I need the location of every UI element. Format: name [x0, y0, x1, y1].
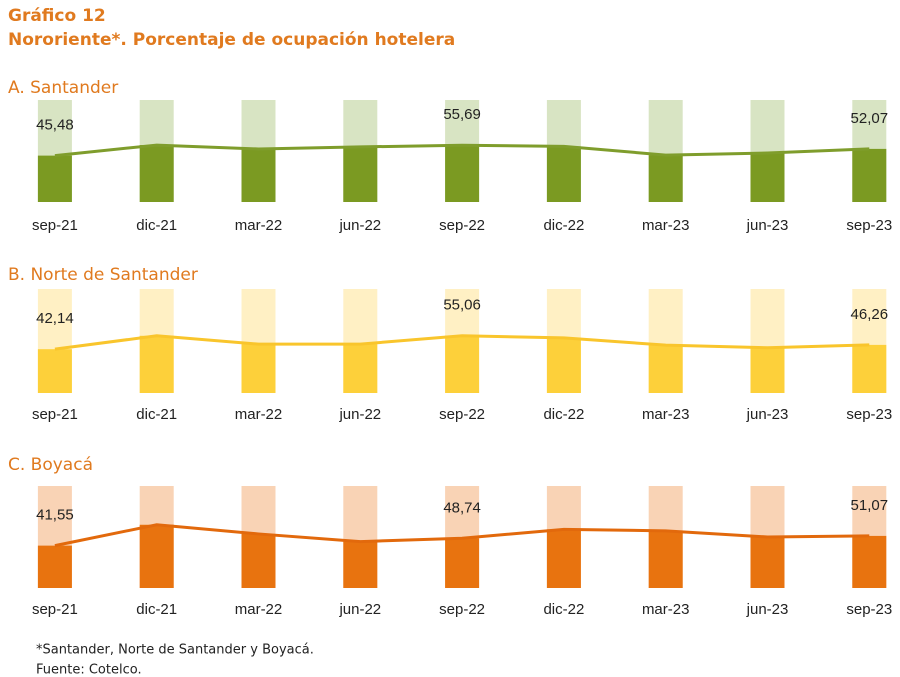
bar	[750, 153, 785, 202]
bar	[343, 146, 378, 202]
x-tick-label: jun-22	[338, 217, 381, 234]
bar	[343, 541, 378, 588]
x-tick-label: mar-23	[642, 406, 690, 423]
x-tick-label: jun-22	[338, 406, 381, 423]
note: Fuente: Cotelco.	[36, 663, 142, 677]
x-tick-label: sep-23	[846, 601, 892, 618]
data-label: 42,14	[36, 310, 74, 327]
bar	[37, 155, 72, 202]
bar	[852, 535, 887, 588]
x-tick-label: dic-21	[136, 601, 177, 618]
panel-title: A. Santander	[8, 78, 118, 98]
x-tick-label: sep-21	[32, 601, 78, 618]
x-tick-label: dic-22	[543, 406, 584, 423]
bar	[546, 529, 581, 588]
bar	[37, 545, 72, 588]
x-tick-label: dic-22	[543, 601, 584, 618]
bar	[241, 344, 276, 393]
bar	[37, 349, 72, 393]
x-tick-label: sep-23	[846, 217, 892, 234]
line	[54, 334, 870, 351]
x-tick-label: dic-22	[543, 217, 584, 234]
bar	[241, 148, 276, 202]
bar	[648, 155, 683, 202]
x-tick-label: jun-23	[746, 406, 789, 423]
x-tick-label: mar-23	[642, 601, 690, 618]
bar	[241, 533, 276, 588]
data-label: 51,07	[851, 497, 889, 514]
x-tick-label: jun-23	[746, 217, 789, 234]
bar	[750, 347, 785, 393]
bar	[852, 148, 887, 202]
x-tick-label: jun-23	[746, 601, 789, 618]
data-label: 48,74	[443, 499, 481, 516]
x-tick-label: mar-22	[235, 601, 283, 618]
bar	[445, 538, 480, 588]
data-label: 52,07	[851, 110, 889, 127]
data-label: 46,26	[851, 306, 889, 323]
line	[54, 143, 870, 158]
x-tick-label: sep-21	[32, 217, 78, 234]
x-tick-label: sep-22	[439, 601, 485, 618]
x-tick-label: jun-22	[338, 601, 381, 618]
x-tick-label: sep-21	[32, 406, 78, 423]
bar	[648, 530, 683, 588]
bar	[648, 345, 683, 393]
note: *Santander, Norte de Santander y Boyacá.	[36, 643, 314, 658]
x-tick-label: mar-23	[642, 217, 690, 234]
bar	[445, 335, 480, 393]
x-tick-label: sep-22	[439, 217, 485, 234]
data-label: 41,55	[36, 507, 74, 524]
bar	[546, 337, 581, 393]
line	[54, 523, 870, 548]
bar	[139, 524, 174, 588]
x-tick-label: dic-21	[136, 217, 177, 234]
bar	[445, 145, 480, 202]
panel-title: C. Boyacá	[8, 455, 93, 475]
x-tick-label: sep-22	[439, 406, 485, 423]
data-label: 55,69	[443, 106, 481, 123]
bar	[139, 145, 174, 202]
figure-title: Nororiente*. Porcentaje de ocupación hot…	[8, 30, 455, 50]
data-label: 55,06	[443, 297, 481, 314]
bar	[750, 537, 785, 588]
x-tick-label: sep-23	[846, 406, 892, 423]
bar	[546, 146, 581, 202]
x-tick-label: mar-22	[235, 217, 283, 234]
bar	[852, 344, 887, 393]
x-tick-label: mar-22	[235, 406, 283, 423]
x-tick-label: dic-21	[136, 406, 177, 423]
bar	[139, 335, 174, 393]
figure-label: Gráfico 12	[8, 6, 106, 26]
panel-title: B. Norte de Santander	[8, 265, 198, 285]
bar	[343, 344, 378, 393]
data-label: 45,48	[36, 117, 74, 134]
